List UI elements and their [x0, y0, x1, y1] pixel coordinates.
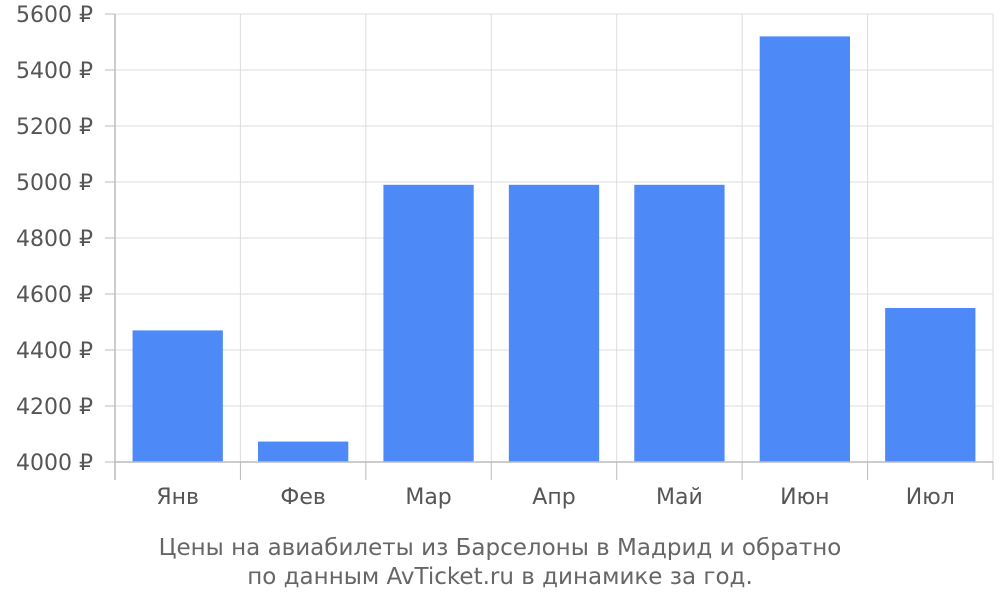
bar — [508, 184, 600, 463]
x-tick-label: Мар — [405, 485, 451, 510]
y-tick-label: 5200 ₽ — [16, 115, 93, 140]
y-tick-label: 4200 ₽ — [16, 395, 93, 420]
y-axis-tick-labels: 4000 ₽ 4200 ₽ 4400 ₽ 4600 ₽ 4800 ₽ 5000 ₽ 5200… — [16, 3, 93, 476]
x-tick-label: Апр — [532, 485, 575, 510]
x-tick-label: Май — [656, 485, 703, 510]
axes — [105, 13, 994, 480]
chart-caption-line-2: по данным AvTicket.ru в динамике за год. — [247, 564, 753, 590]
y-tick-label: 4000 ₽ — [16, 451, 93, 476]
x-tick-label: Июл — [906, 485, 955, 510]
y-tick-label: 5400 ₽ — [16, 59, 93, 84]
bars — [132, 36, 976, 463]
bar — [885, 308, 976, 462]
chart-caption-line-1: Цены на авиабилеты из Барселоны в Мадрид… — [159, 535, 842, 561]
bar — [383, 184, 474, 463]
x-tick-label: Июн — [780, 485, 829, 510]
x-axis-tick-labels: Янв Фев Мар Апр Май Июн Июл — [156, 485, 954, 510]
x-tick-label: Фев — [280, 485, 325, 510]
y-tick-label: 4600 ₽ — [16, 283, 93, 308]
y-tick-label: 4400 ₽ — [16, 339, 93, 364]
bar — [132, 330, 223, 462]
bar — [759, 36, 851, 463]
bar — [257, 441, 349, 462]
y-tick-label: 5600 ₽ — [16, 3, 93, 28]
y-tick-label: 4800 ₽ — [16, 227, 93, 252]
y-tick-label: 5000 ₽ — [16, 171, 93, 196]
bar — [634, 184, 725, 463]
x-tick-label: Янв — [156, 485, 199, 510]
